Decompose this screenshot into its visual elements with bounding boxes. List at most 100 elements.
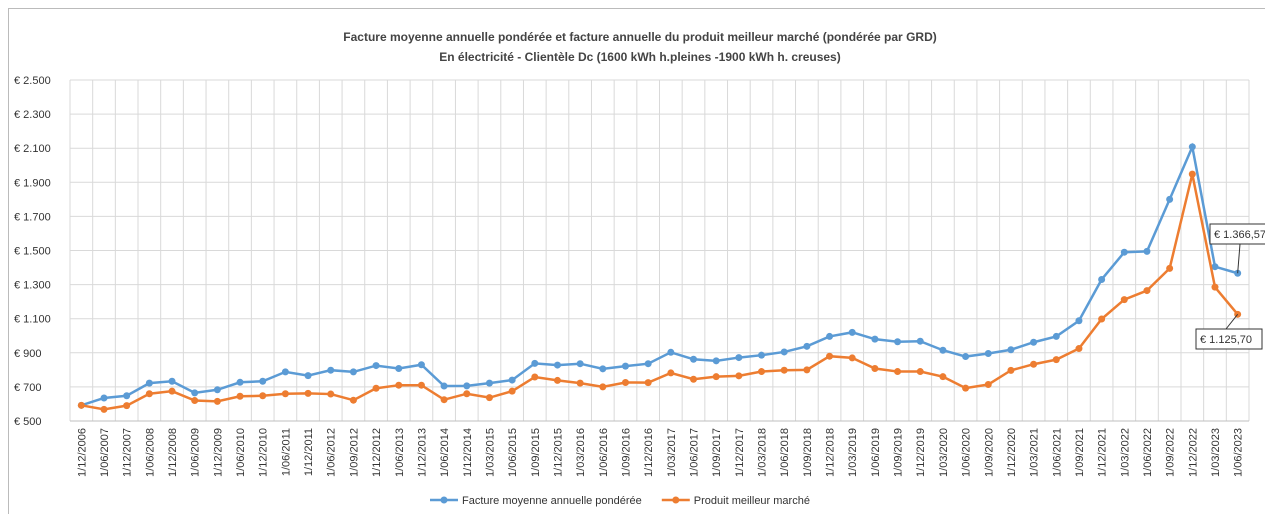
x-tick-label: 1/06/2022 <box>1142 428 1154 477</box>
data-point <box>916 368 924 376</box>
x-tick-label: 1/09/2012 <box>348 428 360 477</box>
data-point <box>939 373 947 381</box>
data-point <box>712 357 720 365</box>
data-point <box>281 368 289 376</box>
data-point <box>599 365 607 373</box>
data-point <box>1052 332 1060 340</box>
x-tick-label: 1/06/2010 <box>235 428 247 477</box>
x-tick-label: 1/06/2016 <box>598 428 610 477</box>
data-point <box>372 362 380 370</box>
data-point <box>576 360 584 368</box>
data-point <box>304 389 312 397</box>
data-point <box>644 379 652 387</box>
x-tick-label: 1/06/2012 <box>326 428 338 477</box>
x-tick-label: 1/12/2017 <box>734 428 746 477</box>
data-point <box>1007 366 1015 374</box>
x-tick-label: 1/06/2020 <box>961 428 973 477</box>
data-point <box>1166 264 1174 272</box>
data-point <box>758 368 766 376</box>
x-tick-label: 1/12/2008 <box>167 428 179 477</box>
data-point <box>1075 345 1083 353</box>
x-tick-label: 1/09/2016 <box>620 428 632 477</box>
x-tick-label: 1/06/2009 <box>190 428 202 477</box>
x-tick-label: 1/03/2016 <box>575 428 587 477</box>
data-point <box>304 372 312 380</box>
data-point <box>780 366 788 374</box>
x-tick-label: 1/12/2022 <box>1187 428 1199 477</box>
data-label: € 1.125,70 <box>1200 334 1252 346</box>
x-tick-label: 1/06/2017 <box>689 428 701 477</box>
x-tick-label: 1/06/2023 <box>1233 428 1245 477</box>
y-tick-label: € 2.500 <box>14 75 51 87</box>
data-point <box>916 337 924 345</box>
x-tick-label: 1/12/2009 <box>212 428 224 477</box>
legend-marker <box>440 496 448 504</box>
data-point <box>191 389 199 397</box>
data-point <box>894 338 902 346</box>
series-line <box>81 173 1239 411</box>
data-point <box>1007 346 1015 354</box>
data-point <box>599 383 607 391</box>
data-point <box>1188 143 1196 151</box>
data-point <box>621 378 629 386</box>
data-point <box>758 351 766 359</box>
data-label: € 1.366,57 <box>1214 229 1265 241</box>
data-point <box>803 366 811 374</box>
data-point <box>100 394 108 402</box>
data-point <box>485 379 493 387</box>
x-tick-label: 1/12/2020 <box>1006 428 1018 477</box>
data-point <box>712 373 720 381</box>
data-point <box>349 368 357 376</box>
x-tick-label: 1/06/2011 <box>280 428 292 476</box>
label-box <box>1195 328 1263 350</box>
y-tick-label: € 500 <box>14 416 42 428</box>
y-tick-label: € 700 <box>14 382 42 394</box>
data-point <box>168 387 176 395</box>
data-point <box>939 346 947 354</box>
data-point <box>644 360 652 368</box>
data-point <box>168 377 176 385</box>
data-point <box>1120 248 1128 256</box>
legend-label: Facture moyenne annuelle pondérée <box>462 495 642 507</box>
data-point <box>123 392 131 400</box>
data-point <box>145 379 153 387</box>
x-tick-label: 1/03/2018 <box>757 428 769 477</box>
data-point <box>1166 195 1174 203</box>
data-point <box>327 390 335 398</box>
data-point <box>962 353 970 361</box>
data-point <box>667 348 675 356</box>
x-tick-label: 1/06/2015 <box>507 428 519 477</box>
data-point <box>236 392 244 400</box>
x-tick-label: 1/12/2021 <box>1097 428 1109 477</box>
x-tick-label: 1/09/2020 <box>983 428 995 477</box>
x-tick-label: 1/03/2019 <box>847 428 859 477</box>
data-point <box>553 376 561 384</box>
data-point <box>1030 360 1038 368</box>
data-point <box>1098 315 1106 323</box>
x-tick-label: 1/06/2018 <box>779 428 791 477</box>
x-tick-label: 1/12/2015 <box>552 428 564 477</box>
data-point <box>440 396 448 404</box>
data-point <box>417 361 425 369</box>
data-point <box>1030 338 1038 346</box>
data-point <box>440 382 448 390</box>
data-point <box>463 390 471 398</box>
x-tick-label: 1/12/2019 <box>915 428 927 477</box>
data-point <box>145 390 153 398</box>
data-point <box>735 354 743 362</box>
x-tick-label: 1/09/2022 <box>1165 428 1177 477</box>
x-tick-label: 1/03/2023 <box>1210 428 1222 477</box>
data-point <box>848 328 856 336</box>
data-point <box>485 394 493 402</box>
data-point <box>984 349 992 357</box>
data-point <box>77 401 85 409</box>
data-point <box>984 381 992 389</box>
x-tick-label: 1/03/2021 <box>1029 428 1041 477</box>
y-tick-label: € 1.700 <box>14 211 51 223</box>
x-tick-label: 1/06/2008 <box>144 428 156 477</box>
data-point <box>962 384 970 392</box>
x-tick-label: 1/09/2018 <box>802 428 814 477</box>
x-tick-label: 1/03/2020 <box>938 428 950 477</box>
x-tick-label: 1/03/2017 <box>666 428 678 477</box>
